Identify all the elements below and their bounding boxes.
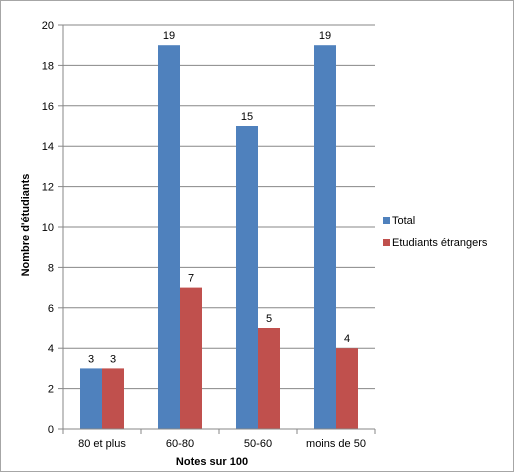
x-axis-title: Notes sur 100 [176, 456, 248, 468]
y-tick-label: 8 [48, 262, 54, 274]
bar-etudiants-trangers [180, 287, 202, 429]
x-tick-label: 60-80 [166, 438, 194, 450]
data-label: 19 [319, 30, 331, 42]
axes [62, 25, 376, 434]
y-tick-label: 20 [42, 20, 54, 32]
legend: Total Etudiants étrangers [383, 215, 488, 249]
legend-label: Total [392, 215, 415, 227]
data-label: 7 [188, 273, 194, 285]
data-label: 5 [266, 313, 272, 325]
bar-total [236, 126, 258, 429]
bar-total [158, 45, 180, 429]
y-tick-label: 0 [48, 424, 54, 436]
data-label: 3 [88, 353, 94, 365]
y-tick-label: 4 [48, 343, 54, 355]
bar-etudiants-trangers [102, 368, 124, 429]
data-label: 19 [163, 30, 175, 42]
y-tick-labels: 0 2 4 6 8 10 12 14 16 18 20 [42, 20, 54, 436]
x-tick-label: 80 et plus [78, 438, 126, 450]
bar-etudiants-trangers [336, 348, 358, 429]
y-axis-title: Nombre d'étudiants [20, 174, 32, 277]
legend-swatch [383, 239, 390, 246]
x-tick-label: 50-60 [244, 438, 272, 450]
y-tick-label: 18 [42, 60, 54, 72]
y-tick-label: 12 [42, 182, 54, 194]
data-label: 4 [344, 333, 350, 345]
y-tick-label: 14 [42, 141, 54, 153]
x-tick-labels: 80 et plus 60-80 50-60 moins de 50 [78, 438, 366, 450]
legend-swatch [383, 217, 390, 224]
y-tick-label: 6 [48, 303, 54, 315]
bar-etudiants-trangers [258, 328, 280, 429]
data-label: 3 [110, 353, 116, 365]
legend-label: Etudiants étrangers [392, 237, 488, 249]
y-tick-label: 10 [42, 222, 54, 234]
bar-total [80, 368, 102, 429]
bar-total [314, 45, 336, 429]
data-label: 15 [241, 111, 253, 123]
y-tick-label: 2 [48, 384, 54, 396]
data-labels: 3 3 19 7 15 5 19 4 [88, 30, 350, 365]
x-tick-label: moins de 50 [306, 438, 366, 450]
bars [80, 45, 358, 429]
y-tick-label: 16 [42, 101, 54, 113]
